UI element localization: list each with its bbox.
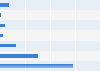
Bar (0, 51, 100, 61)
Bar (0, 61, 100, 71)
Bar (0, 24, 5, 27)
Bar (0, 34, 2, 37)
Bar (0, 13, 1, 17)
Bar (0, 10, 100, 20)
Bar (0, 65, 72, 66)
Bar (0, 67, 72, 68)
Bar (0, 30, 100, 41)
Bar (0, 20, 100, 30)
Bar (0, 64, 72, 65)
Bar (0, 3, 9, 7)
Bar (0, 0, 100, 10)
Bar (0, 44, 16, 47)
Bar (0, 41, 100, 51)
Bar (0, 66, 72, 67)
Bar (0, 54, 38, 58)
